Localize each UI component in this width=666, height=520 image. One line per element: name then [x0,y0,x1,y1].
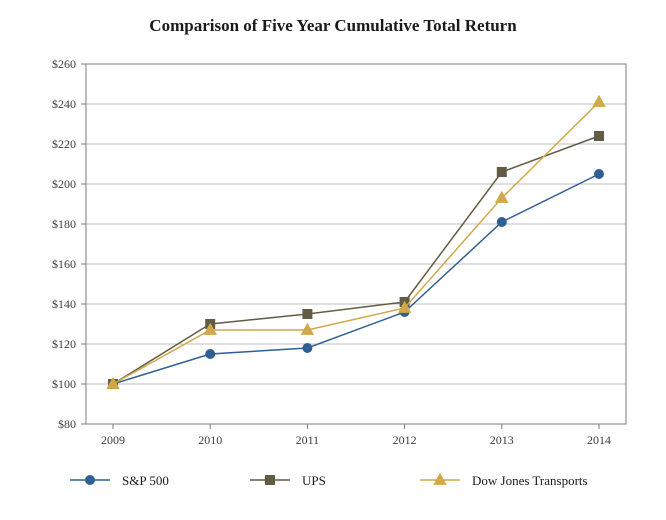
svg-text:$140: $140 [52,297,76,311]
svg-text:2009: 2009 [101,433,125,447]
svg-text:2011: 2011 [296,433,320,447]
svg-text:$260: $260 [52,57,76,71]
legend-item-djt: Dow Jones Transports [420,473,588,488]
legend-item-sp500: S&P 500 [70,473,169,488]
svg-text:S&P 500: S&P 500 [122,473,169,488]
svg-text:$220: $220 [52,137,76,151]
svg-text:$80: $80 [58,417,76,431]
svg-text:2010: 2010 [198,433,222,447]
svg-text:2014: 2014 [587,433,611,447]
svg-text:2012: 2012 [393,433,417,447]
svg-text:$240: $240 [52,97,76,111]
svg-text:UPS: UPS [302,473,326,488]
svg-text:$200: $200 [52,177,76,191]
legend-item-ups: UPS [250,473,326,488]
svg-text:$180: $180 [52,217,76,231]
svg-text:Dow Jones Transports: Dow Jones Transports [472,473,588,488]
svg-text:$160: $160 [52,257,76,271]
svg-text:$100: $100 [52,377,76,391]
svg-text:$120: $120 [52,337,76,351]
chart-title: Comparison of Five Year Cumulative Total… [0,16,666,36]
chart-canvas: $80 $100 $120 $140 $160 $180 $200 $220 $240 $260 2… [0,0,666,520]
return-comparison-chart: Comparison of Five Year Cumulative Total… [0,0,666,520]
svg-text:2013: 2013 [490,433,514,447]
